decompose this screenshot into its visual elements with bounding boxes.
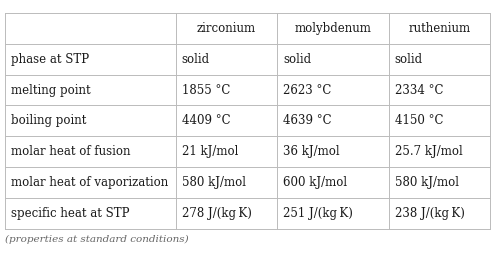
Text: melting point: melting point <box>11 84 91 97</box>
Text: specific heat at STP: specific heat at STP <box>11 207 130 220</box>
Text: 1855 °C: 1855 °C <box>182 84 230 97</box>
Text: 238 J/(kg K): 238 J/(kg K) <box>395 207 464 220</box>
Text: molar heat of vaporization: molar heat of vaporization <box>11 176 169 189</box>
Text: 4639 °C: 4639 °C <box>283 114 332 127</box>
Text: solid: solid <box>395 53 423 66</box>
Text: molybdenum: molybdenum <box>295 22 371 35</box>
Text: 251 J/(kg K): 251 J/(kg K) <box>283 207 353 220</box>
Text: 580 kJ/mol: 580 kJ/mol <box>182 176 246 189</box>
Text: 2623 °C: 2623 °C <box>283 84 332 97</box>
Text: ruthenium: ruthenium <box>408 22 470 35</box>
Text: 36 kJ/mol: 36 kJ/mol <box>283 145 340 158</box>
Text: phase at STP: phase at STP <box>11 53 90 66</box>
Text: 278 J/(kg K): 278 J/(kg K) <box>182 207 251 220</box>
Text: 2334 °C: 2334 °C <box>395 84 443 97</box>
Text: (properties at standard conditions): (properties at standard conditions) <box>5 235 189 244</box>
Text: zirconium: zirconium <box>197 22 256 35</box>
Text: solid: solid <box>182 53 210 66</box>
Text: molar heat of fusion: molar heat of fusion <box>11 145 131 158</box>
Text: 580 kJ/mol: 580 kJ/mol <box>395 176 458 189</box>
Text: 600 kJ/mol: 600 kJ/mol <box>283 176 347 189</box>
Text: 4409 °C: 4409 °C <box>182 114 230 127</box>
Text: 4150 °C: 4150 °C <box>395 114 443 127</box>
Text: 25.7 kJ/mol: 25.7 kJ/mol <box>395 145 462 158</box>
Text: 21 kJ/mol: 21 kJ/mol <box>182 145 238 158</box>
Text: boiling point: boiling point <box>11 114 87 127</box>
Text: solid: solid <box>283 53 311 66</box>
